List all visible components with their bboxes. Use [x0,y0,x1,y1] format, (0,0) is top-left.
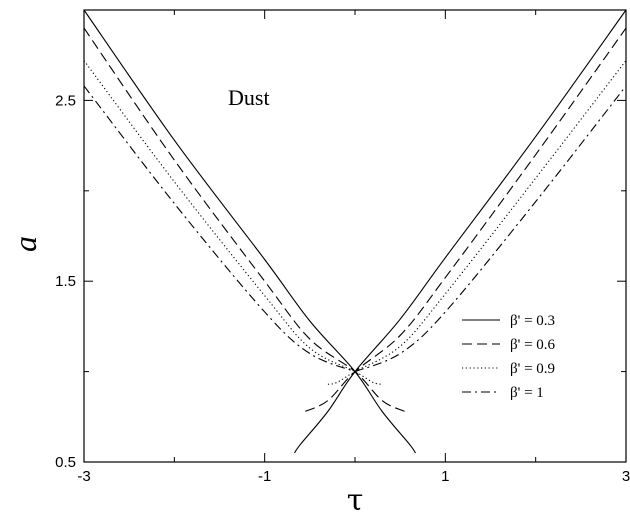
series-line-1-left [83,9,416,454]
series-line-2-right [305,27,627,412]
x-tick-label: 3 [622,468,630,485]
series-line-3-right [327,60,627,385]
legend-label-3: β' = 0.9 [510,361,555,377]
annotation-dust: Dust [228,85,270,110]
y-tick-label: 1.5 [55,273,76,290]
x-tick-label: -3 [77,468,90,485]
x-tick-label: 1 [441,468,449,485]
series-line-4-left [83,85,356,373]
x-axis-label: τ [347,483,364,516]
y-axis-label: a [7,236,43,252]
y-tick-label: 0.5 [55,454,76,471]
legend: β' = 0.3 β' = 0.6 β' = 0.9 β' = 1 [462,313,556,401]
y-tick-label: 2.5 [55,92,76,109]
legend-label-4: β' = 1 [510,385,544,401]
plot-frame [83,9,627,463]
tick-group: -3 -1 1 3 0.5 1.5 2.5 [55,9,630,485]
series-line-4-right [354,85,627,373]
series-line-2-left [83,27,405,412]
legend-label-1: β' = 0.3 [510,313,555,329]
series-line-1-right [294,9,627,454]
legend-label-2: β' = 0.6 [510,337,556,353]
x-tick-label: -1 [258,468,271,485]
series-group [83,9,627,454]
